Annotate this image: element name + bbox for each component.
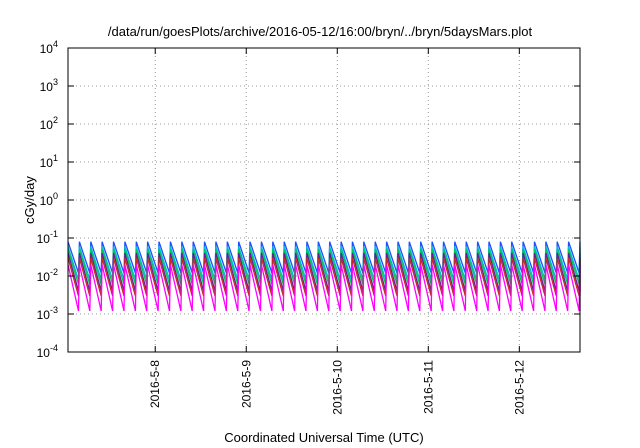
y-tick-label: 10-4 — [37, 343, 58, 360]
x-tick-label: 2016-5-12 — [512, 360, 526, 415]
grid-lines — [68, 48, 580, 352]
y-axis-label: cGy/day — [22, 176, 37, 224]
series-line — [67, 264, 581, 312]
x-axis: 2016-5-8 2016-5-9 2016-5-10 2016-5-11 2016-5… — [148, 48, 526, 415]
y-tick-label: 103 — [40, 77, 58, 94]
y-axis: 10-4 10-3 10-2 10-1 100 101 102 103 104 — [37, 39, 580, 360]
y-tick-label: 10-1 — [37, 229, 58, 246]
x-tick-label: 2016-5-11 — [421, 360, 435, 414]
y-tick-label: 100 — [40, 191, 58, 208]
x-tick-label: 2016-5-10 — [330, 360, 344, 415]
y-tick-label: 101 — [40, 153, 58, 170]
x-tick-label: 2016-5-9 — [239, 360, 253, 408]
y-tick-label: 10-2 — [37, 267, 58, 284]
chart-title: /data/run/goesPlots/archive/2016-05-12/1… — [108, 24, 533, 39]
data-series — [67, 241, 581, 312]
x-axis-label: Coordinated Universal Time (UTC) — [224, 430, 423, 445]
y-tick-label: 102 — [40, 115, 58, 132]
y-tick-label: 104 — [40, 39, 58, 56]
y-tick-label: 10-3 — [37, 305, 58, 322]
x-tick-label: 2016-5-8 — [148, 360, 162, 408]
